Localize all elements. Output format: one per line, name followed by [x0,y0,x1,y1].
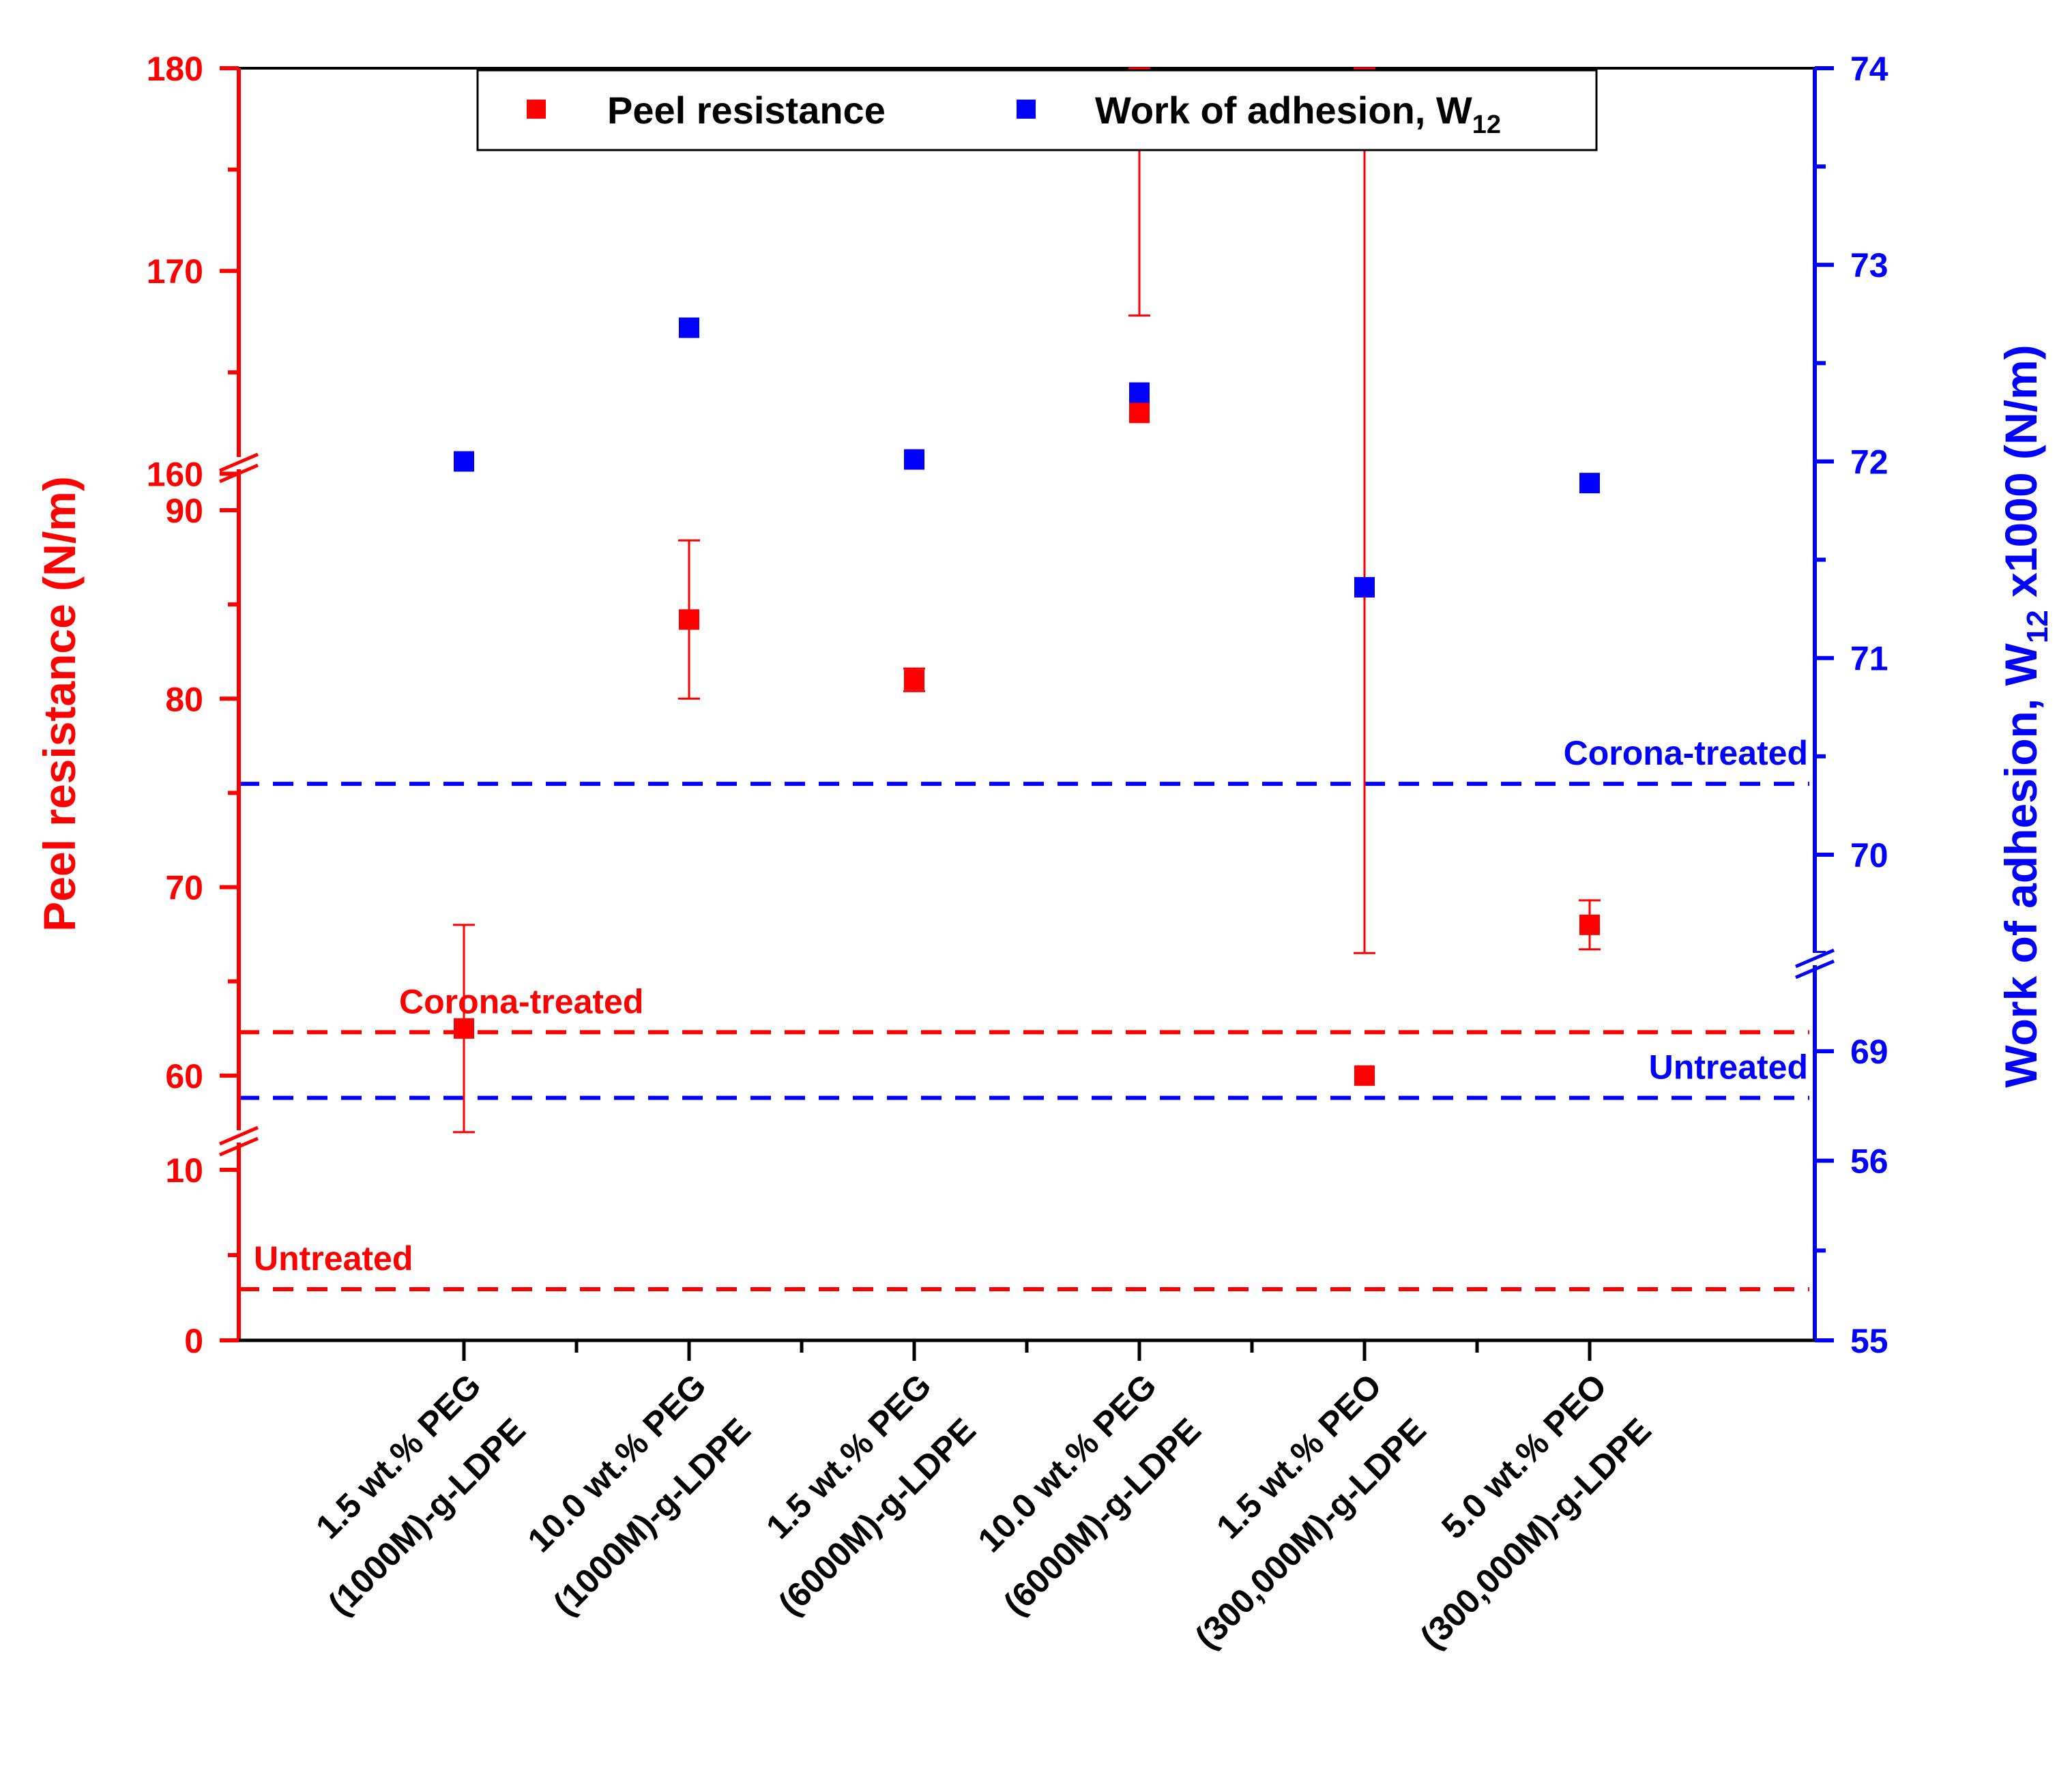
right-tick-label: 56 [1850,1143,1888,1181]
legend-marker-work-of-adhesion [1017,100,1036,119]
point-peel-resistance-5 [1579,914,1600,935]
point-work-of-adhesion-4 [1354,576,1375,598]
point-peel-resistance-0 [454,1018,474,1039]
left-axis-break-mark [219,1136,259,1157]
category-label: 5.0 wt.% PEO(300,000M)-g-LDPE [1413,1366,1659,1656]
category-label: 1.5 wt.% PEG(1000M)-g-LDPE [308,1366,533,1623]
category-label: 1.5 wt.% PEG(6000M)-g-LDPE [759,1366,983,1623]
right-axis-title-subscript: 12 [2021,610,2054,643]
right-axis-break-mark [1795,959,1835,980]
point-peel-resistance-3 [1129,402,1150,424]
point-peel-resistance-2 [904,669,924,690]
right-tick-label: 74 [1850,50,1888,88]
right-axis-break-mark [1795,948,1835,969]
left-axis-break-mark [219,463,259,484]
reference-line-label: Untreated [254,1239,413,1278]
right-tick-label: 73 [1850,246,1888,284]
legend-label-subscript: 12 [1472,111,1501,139]
reference-line-label: Corona-treated [399,982,643,1020]
left-tick-label: 180 [147,50,203,88]
legend: Peel resistance Work of adhesion, W12 [476,69,1598,151]
category-label: 10.0 wt.% PEG(1000M)-g-LDPE [521,1366,758,1623]
right-tick-label: 69 [1850,1033,1888,1071]
legend-marker-peel-resistance [527,100,546,119]
legend-label-main: Work of adhesion, W [1095,89,1472,132]
left-tick-label: 160 [147,455,203,493]
point-work-of-adhesion-1 [679,317,699,338]
point-work-of-adhesion-5 [1579,473,1600,494]
series-layer [453,67,1601,1134]
point-work-of-adhesion-2 [904,449,924,470]
point-peel-resistance-1 [679,609,699,630]
left-tick-label: 90 [165,492,203,530]
legend-label-peel-resistance: Peel resistance [607,89,886,132]
point-work-of-adhesion-0 [454,451,474,472]
reference-lines-layer: Corona-treated Untreated Corona-treated Unt… [239,734,1809,1291]
category-label: 1.5 wt.% PEO(300,000M)-g-LDPE [1188,1366,1433,1656]
reference-line-label: Untreated [1649,1048,1808,1087]
left-tick-label: 60 [165,1057,203,1095]
left-tick-label: 170 [147,252,203,291]
point-peel-resistance-4 [1354,1065,1375,1086]
right-axis-title: Work of adhesion, W12 x1000 (N/m) [1996,344,2054,1087]
category-label: 10.0 wt.% PEG(6000M)-g-LDPE [971,1366,1208,1623]
right-tick-label: 71 [1850,640,1888,678]
legend-box [476,69,1598,151]
right-tick-label: 55 [1850,1322,1888,1360]
right-tick-label: 72 [1850,443,1888,481]
right-axis-title-main: Work of adhesion, W [1996,643,2046,1087]
left-tick-label: 80 [165,680,203,718]
right-axis: 55 56 69 70 71 72 73 74 Work of adhesion, W12 x1… [1794,50,2054,1360]
left-tick-label: 0 [184,1322,203,1360]
right-tick-label: 70 [1850,836,1888,874]
legend-label-work-of-adhesion: Work of adhesion, W12 [1095,89,1501,139]
left-axis-title: Peel resistance (N/m) [34,476,85,932]
point-work-of-adhesion-3 [1129,382,1150,403]
left-axis-break-mark [219,452,259,473]
reference-line-label: Corona-treated [1564,734,1808,772]
left-tick-label: 10 [165,1151,203,1190]
left-axis-break-mark [219,1125,259,1146]
left-tick-label: 70 [165,869,203,907]
right-axis-title-tail: x1000 (N/m) [1996,344,2046,610]
